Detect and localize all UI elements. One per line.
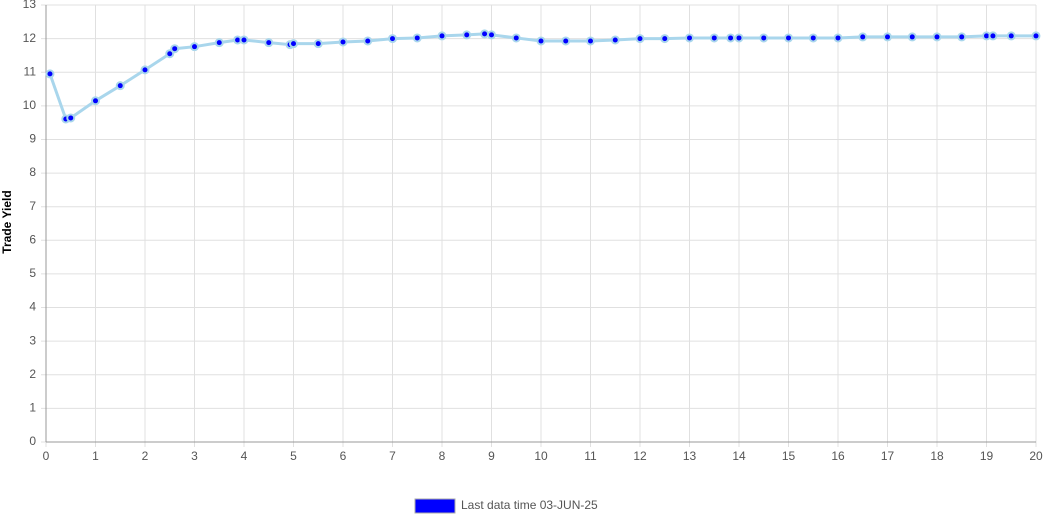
data-point: [1006, 31, 1016, 41]
x-tick-label: 2: [142, 449, 149, 463]
data-point: [214, 38, 224, 48]
legend-swatch: [414, 498, 456, 514]
x-tick-label: 4: [241, 449, 248, 463]
data-point: [635, 34, 645, 44]
x-tick-label: 14: [732, 449, 746, 463]
x-tick-label: 19: [980, 449, 994, 463]
y-tick-label: 7: [29, 199, 36, 213]
data-point: [437, 31, 447, 41]
y-tick-label: 0: [29, 434, 36, 448]
x-tick-label: 0: [43, 449, 50, 463]
data-point: [239, 35, 249, 45]
x-tick-label: 3: [191, 449, 198, 463]
data-point: [907, 32, 917, 42]
x-tick-label: 20: [1029, 449, 1043, 463]
data-point: [190, 42, 199, 52]
x-tick-label: 9: [488, 449, 495, 463]
data-point: [140, 65, 150, 75]
data-point: [709, 33, 719, 43]
data-point: [759, 33, 769, 43]
data-point: [511, 33, 521, 43]
x-tick-label: 5: [290, 449, 297, 463]
legend-label: Last data time 03-JUN-25: [461, 498, 598, 512]
data-point: [170, 44, 180, 54]
data-point: [833, 33, 843, 43]
data-point: [988, 31, 998, 41]
data-point: [45, 69, 55, 79]
data-point: [388, 34, 397, 44]
x-tick-label: 18: [930, 449, 944, 463]
data-point: [363, 36, 373, 46]
x-tick-label: 13: [683, 449, 697, 463]
data-point: [536, 36, 546, 46]
y-tick-label: 4: [29, 300, 36, 314]
x-tick-label: 17: [881, 449, 895, 463]
data-point: [808, 33, 818, 43]
data-point: [726, 33, 736, 43]
data-point: [462, 30, 472, 40]
x-tick-label: 1: [92, 449, 99, 463]
x-tick-label: 6: [340, 449, 347, 463]
data-point: [115, 81, 125, 91]
x-tick-label: 15: [782, 449, 796, 463]
data-point: [1031, 31, 1041, 41]
x-tick-label: 10: [534, 449, 548, 463]
data-point: [784, 33, 793, 43]
data-point: [932, 32, 942, 42]
x-tick-label: 8: [439, 449, 446, 463]
x-tick-label: 11: [584, 449, 597, 463]
y-tick-label: 11: [24, 64, 37, 78]
data-point: [561, 36, 571, 46]
y-axis-label: Trade Yield: [0, 190, 14, 253]
data-point: [660, 34, 670, 44]
data-point: [685, 33, 694, 43]
y-tick-label: 3: [29, 333, 36, 347]
data-point: [91, 96, 100, 106]
data-point: [957, 32, 967, 42]
y-tick-label: 2: [29, 367, 36, 381]
data-point: [487, 30, 496, 40]
y-tick-label: 12: [23, 31, 37, 45]
data-point: [289, 39, 298, 49]
x-tick-label: 16: [831, 449, 845, 463]
data-point: [480, 29, 490, 39]
data-point: [610, 35, 620, 45]
data-point: [586, 36, 595, 46]
data-point: [734, 33, 744, 43]
x-tick-label: 7: [389, 449, 396, 463]
y-tick-label: 9: [29, 132, 36, 146]
y-tick-label: 1: [29, 401, 36, 415]
y-tick-label: 6: [29, 232, 36, 246]
data-point: [412, 33, 422, 43]
x-tick-label: 12: [633, 449, 647, 463]
y-tick-label: 5: [29, 266, 36, 280]
y-tick-label: 8: [29, 165, 36, 179]
data-point: [313, 39, 323, 49]
data-point: [883, 32, 892, 42]
y-tick-label: 13: [23, 0, 37, 11]
data-point: [338, 37, 348, 47]
y-tick-label: 10: [23, 98, 37, 112]
data-point: [165, 49, 175, 59]
data-point: [264, 38, 274, 48]
data-point: [858, 32, 868, 42]
data-point: [66, 113, 76, 123]
